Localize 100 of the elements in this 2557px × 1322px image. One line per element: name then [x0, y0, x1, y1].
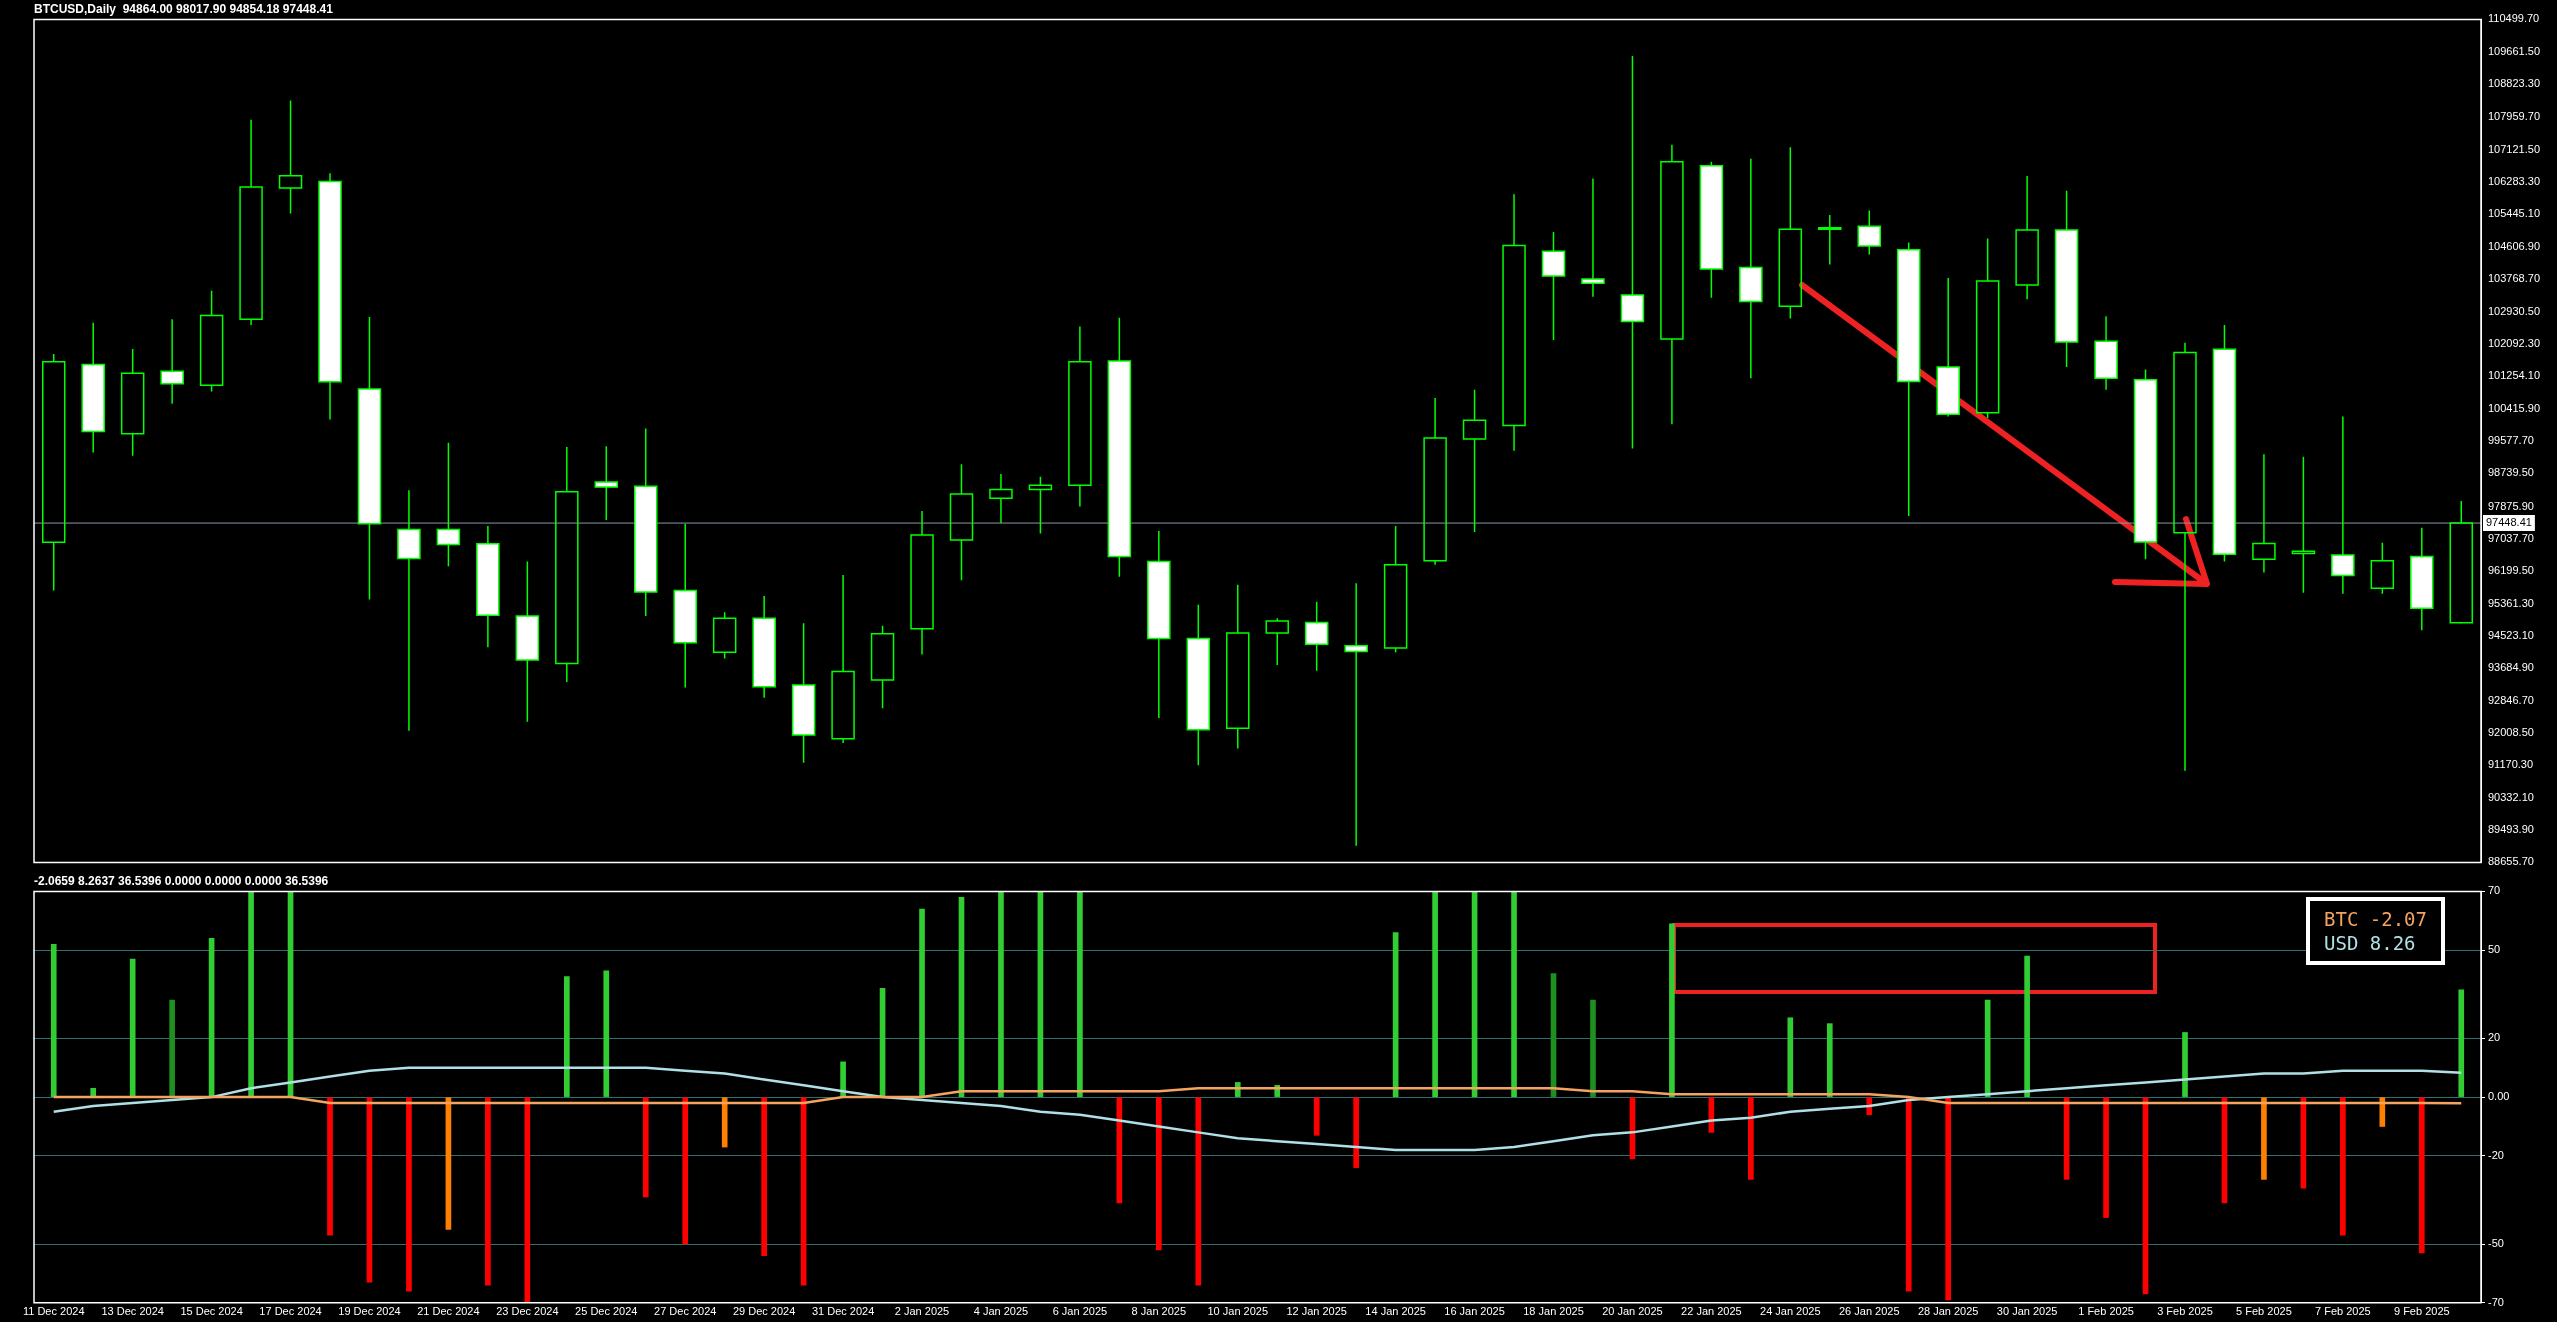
y-tick-label: 90332.10 [2488, 790, 2534, 803]
x-tick-label: 5 Feb 2025 [2236, 1305, 2292, 1318]
chart-title: BTCUSD,Daily 94864.00 98017.90 94854.18 97448.41 [34, 1, 334, 16]
x-tick-label: 26 Jan 2025 [1838, 1305, 1900, 1318]
bar [1590, 999, 1596, 1097]
y-tick-label: 92008.50 [2488, 726, 2534, 739]
y-tick-label: 110499.70 [2488, 12, 2540, 25]
x-tick-label: 4 Jan 2025 [973, 1305, 1029, 1318]
y-tick-label: 109661.50 [2488, 44, 2540, 57]
y-tick-label: 104606.90 [2488, 239, 2540, 252]
candlestick [2252, 453, 2276, 574]
bar [603, 970, 610, 1097]
candlestick [1028, 475, 1053, 535]
candlestick [1896, 241, 1921, 517]
y-tick-label: 107121.50 [2488, 142, 2540, 155]
candlestick [1975, 237, 2000, 419]
text: USD [2324, 932, 2359, 955]
candlestick [2173, 342, 2197, 772]
y-tick-label: 103768.70 [2488, 272, 2540, 285]
candlestick [1423, 397, 1447, 566]
y-tick-label: 97875.90 [2488, 499, 2534, 512]
bar [642, 1097, 649, 1198]
bar [1353, 1097, 1359, 1168]
chart-title: -2.0659 8.2637 36.5396 0.0000 0.0000 0.0000 36.5396 [34, 873, 329, 888]
y-tick-label: 94523.10 [2488, 629, 2534, 641]
candlestick [318, 172, 342, 421]
bar [1905, 1097, 1912, 1292]
text: BTC [2324, 908, 2359, 931]
y-tick-label: 97037.70 [2488, 531, 2534, 544]
x-tick-label: 30 Jan 2025 [1996, 1305, 2058, 1318]
x-tick-label: 18 Jan 2025 [1523, 1305, 1584, 1318]
candlestick [1660, 144, 1684, 425]
bar [919, 908, 925, 1097]
x-tick-label: 14 Jan 2025 [1365, 1305, 1426, 1318]
candlestick [1699, 161, 1724, 299]
candlestick [2291, 455, 2316, 594]
candlestick [239, 118, 263, 326]
candlestick [1778, 146, 1803, 320]
candlestick [1383, 525, 1408, 654]
y-tick-label: 100415.90 [2488, 401, 2540, 414]
candlestick [2015, 175, 2039, 300]
candlestick [989, 473, 1013, 524]
bar [485, 1097, 491, 1286]
x-tick-label: 19 Dec 2024 [338, 1305, 401, 1318]
bar [1945, 1097, 1952, 1301]
y-tick-label: 91170.30 [2488, 758, 2534, 771]
bar [327, 1097, 333, 1236]
y-tick-label: -50 [2488, 1237, 2504, 1250]
candlestick [2133, 368, 2158, 561]
x-tick-label: 13 Dec 2024 [101, 1305, 164, 1318]
x-tick-label: 1 Feb 2025 [2078, 1305, 2134, 1318]
y-tick-label: 108823.30 [2488, 77, 2540, 90]
y-tick-label: 95361.30 [2488, 596, 2534, 609]
bar [721, 1097, 728, 1148]
bar [1195, 1097, 1202, 1286]
y-tick-label: -70 [2488, 1295, 2504, 1308]
candlestick [831, 574, 855, 744]
candlestick [555, 446, 579, 683]
y-tick-label: 106283.30 [2488, 175, 2540, 188]
candlestick [41, 353, 66, 592]
bar [682, 1097, 689, 1245]
candlestick [1107, 316, 1132, 578]
candlestick [120, 348, 145, 457]
y-tick-label: 93684.90 [2488, 661, 2534, 674]
x-tick-label: 6 Jan 2025 [1052, 1305, 1108, 1318]
x-tick-label: 31 Dec 2024 [811, 1305, 875, 1318]
bar [1748, 1097, 1754, 1180]
y-tick-label: 92846.70 [2488, 693, 2534, 706]
bar [2458, 989, 2465, 1097]
candlestick [1502, 193, 1526, 452]
bar [761, 1097, 767, 1257]
x-tick-label: 3 Feb 2025 [2157, 1305, 2213, 1318]
bar [998, 891, 1004, 1097]
bar [563, 976, 570, 1097]
y-tick-label: 102092.30 [2488, 336, 2540, 349]
bar [1156, 1097, 1162, 1251]
x-tick-label: 16 Jan 2025 [1444, 1305, 1505, 1318]
x-tick-label: 2 Jan 2025 [894, 1305, 950, 1318]
candlestick [1818, 214, 1842, 266]
x-tick-label: 20 Jan 2025 [1602, 1305, 1663, 1318]
y-tick-label: -20 [2488, 1148, 2504, 1161]
y-tick-label: 70 [2488, 884, 2501, 897]
y-tick-label: 99577.70 [2488, 433, 2534, 446]
bar [1077, 891, 1083, 1097]
y-tick-label: 96199.50 [2488, 564, 2534, 577]
bar [50, 943, 57, 1097]
candlestick [2449, 500, 2474, 624]
x-tick-label: 22 Jan 2025 [1681, 1305, 1742, 1318]
y-tick-label: 88655.70 [2488, 855, 2534, 868]
bar [2340, 1097, 2346, 1236]
ref-line-label: 97448.41 [2486, 516, 2532, 529]
x-tick-label: 11 Dec 2024 [22, 1305, 85, 1318]
candlestick [1620, 55, 1645, 450]
x-tick-label: 29 Dec 2024 [732, 1305, 796, 1318]
x-tick-label: 17 Dec 2024 [259, 1305, 322, 1318]
bar [1669, 923, 1675, 1097]
y-tick-label: 105445.10 [2488, 207, 2540, 220]
bar [248, 891, 254, 1097]
candlestick [278, 99, 303, 215]
candlestick [199, 289, 224, 393]
